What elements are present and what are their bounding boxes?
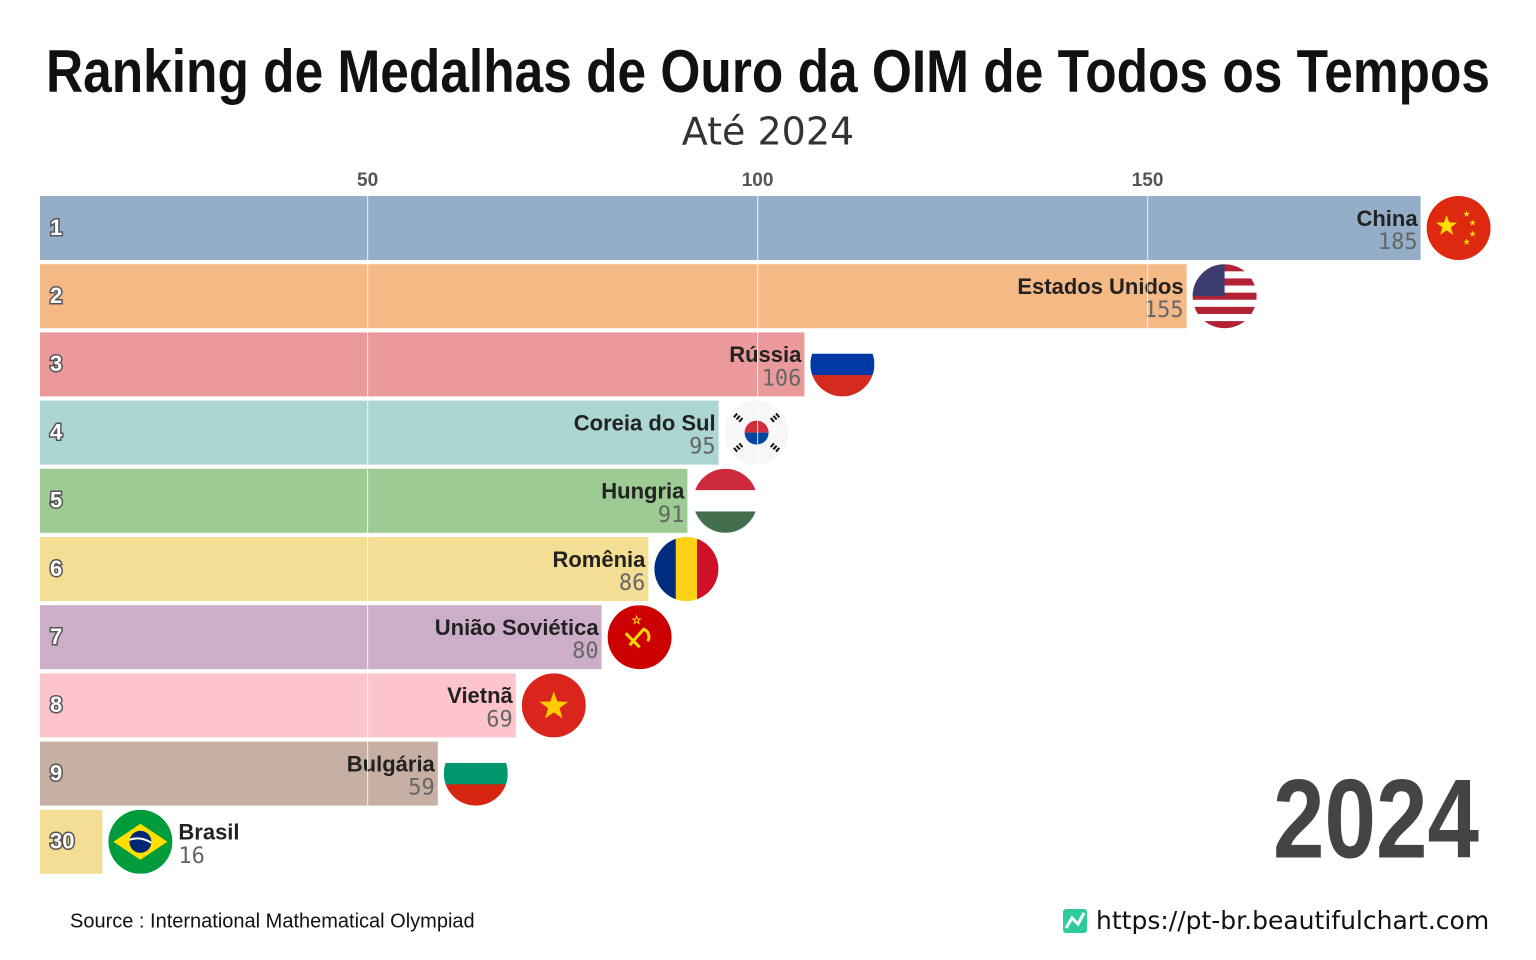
chart-title: Ranking de Medalhas de Ouro da OIM de To…	[46, 38, 1490, 105]
flag-icon	[108, 809, 173, 874]
flag-part	[693, 511, 758, 533]
rank-label: 9	[50, 760, 62, 785]
flag-icon	[1426, 196, 1491, 260]
flag-part	[129, 837, 152, 844]
flag-part	[1192, 313, 1257, 322]
flag-part	[769, 442, 781, 453]
bar-label: Vietnã	[447, 683, 513, 708]
bar	[40, 741, 438, 806]
rank-label: 2	[50, 283, 62, 308]
bar	[40, 332, 805, 397]
flag-part	[1426, 196, 1491, 260]
flag-part	[1192, 299, 1257, 308]
flag-part	[654, 537, 677, 601]
flag-part	[693, 468, 758, 491]
rank-label: 6	[50, 556, 62, 581]
x-tick-label: 150	[1132, 170, 1164, 191]
flag-part	[1463, 238, 1470, 245]
bar	[40, 809, 103, 874]
bar	[40, 605, 602, 670]
bar	[40, 196, 1421, 260]
flag-part	[810, 332, 875, 355]
value-label: 69	[486, 707, 513, 732]
flag-part	[697, 537, 719, 601]
bar	[40, 264, 1187, 329]
bar	[40, 673, 516, 738]
flag-icon	[810, 332, 875, 397]
value-label: 86	[619, 571, 646, 596]
flag-part	[1436, 215, 1458, 235]
rank-label: 4	[50, 419, 63, 444]
rank-label: 7	[50, 624, 62, 649]
bar-label: Brasil	[178, 820, 239, 845]
value-label: 16	[178, 844, 205, 869]
rank-label: 1	[50, 215, 62, 240]
value-label: 80	[572, 639, 599, 664]
value-label: 185	[1378, 230, 1418, 255]
flag-part	[1192, 292, 1257, 301]
flag-part	[129, 830, 152, 853]
year-label: 2024	[1273, 757, 1479, 882]
flag-part	[810, 375, 875, 397]
bar	[40, 537, 649, 601]
flag-part	[631, 614, 642, 625]
chart-subtitle: Até 2024	[682, 110, 854, 154]
flag-part	[744, 420, 769, 433]
value-label: 59	[408, 776, 435, 801]
rank-label: 3	[50, 351, 62, 376]
flag-part	[732, 442, 744, 453]
site-logo	[1063, 909, 1087, 933]
flag-icon	[693, 468, 758, 533]
flag-part	[732, 412, 744, 423]
bar-label: Estados Unidos	[1017, 274, 1183, 299]
flag-part	[1463, 210, 1470, 217]
flag-part	[744, 432, 769, 445]
value-label: 155	[1144, 298, 1184, 323]
flag-part	[769, 412, 781, 423]
bar-label: Coreia do Sul	[574, 410, 716, 435]
rank-label: 30	[50, 829, 74, 854]
value-label: 95	[689, 435, 716, 460]
rank-label: 5	[50, 488, 62, 513]
bar-label: Romênia	[552, 547, 646, 572]
value-label: 91	[658, 503, 685, 528]
flag-icon	[443, 741, 508, 806]
flag-icon	[607, 605, 672, 670]
bar	[40, 468, 688, 533]
flag-part	[1192, 306, 1257, 315]
flag-part	[443, 784, 508, 806]
flag-part	[539, 691, 569, 719]
source-note: Source : International Mathematical Olym…	[70, 910, 475, 932]
flag-part	[443, 762, 508, 785]
flag-part	[693, 490, 758, 512]
flag-part	[443, 741, 508, 764]
flag-icon	[1192, 264, 1257, 329]
bar-label: Bulgária	[347, 751, 436, 776]
x-tick-label: 100	[742, 170, 774, 191]
flag-part	[607, 605, 672, 670]
bar-label: União Soviética	[435, 615, 600, 640]
flag-part	[1469, 219, 1476, 226]
flag-part	[810, 353, 875, 376]
value-label: 106	[762, 366, 802, 391]
x-tick-label: 50	[357, 170, 378, 191]
flag-icon	[521, 673, 586, 738]
flag-part	[1192, 264, 1225, 297]
bar	[40, 400, 719, 465]
bar-label: China	[1356, 206, 1418, 231]
bar-label: Rússia	[729, 342, 802, 367]
flag-part	[624, 627, 651, 649]
flag-icon	[654, 537, 719, 601]
flag-icon	[724, 400, 789, 465]
flag-part	[675, 537, 698, 601]
flag-part	[1469, 230, 1476, 237]
bar-label: Hungria	[601, 479, 685, 504]
flag-part	[1192, 321, 1257, 329]
rank-label: 8	[50, 692, 62, 717]
site-url[interactable]: https://pt-br.beautifulchart.com	[1096, 906, 1489, 935]
